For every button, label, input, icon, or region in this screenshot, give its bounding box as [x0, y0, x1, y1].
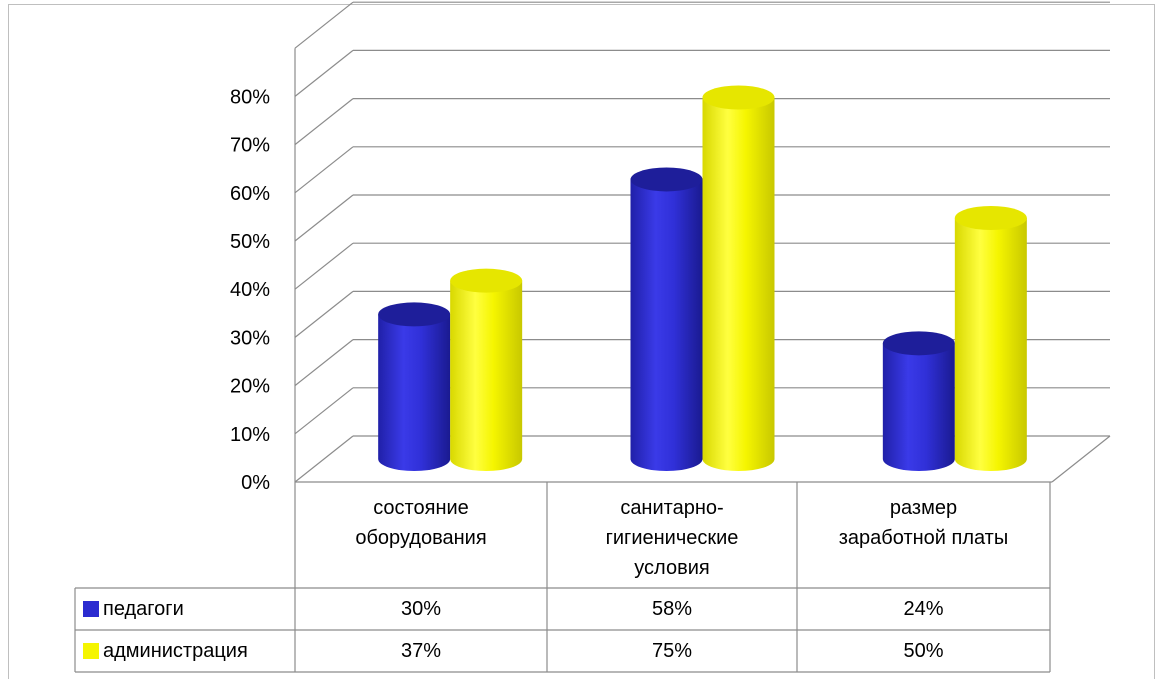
bar-администрация-0 [450, 268, 523, 471]
bar-body [378, 314, 451, 471]
bar-top [954, 206, 1027, 230]
category-label-line: оборудования [355, 527, 487, 549]
chart-border [8, 4, 1155, 679]
gridline-diagonal [294, 1, 354, 49]
legend-entry: администрация [75, 630, 295, 672]
bar-body [450, 280, 523, 471]
gridline-diagonal [294, 387, 354, 435]
bar-педагоги-0 [378, 302, 451, 471]
bar-body [882, 343, 955, 471]
y-tick-label: 80% [230, 86, 270, 108]
bar-body [954, 218, 1027, 471]
category-label: санитарно-гигиенические условия [547, 493, 797, 583]
bar-body [702, 97, 775, 471]
bar-body [630, 179, 703, 471]
category-label-line: гигиенические [605, 527, 739, 549]
floor-right-edge [1051, 435, 1111, 483]
y-tick-label: 40% [230, 279, 270, 301]
gridline-diagonal [294, 98, 354, 146]
data-table-cell: 24% [903, 598, 944, 620]
y-tick-label: 20% [230, 376, 270, 398]
legend-swatch [83, 643, 99, 659]
y-tick-label: 70% [230, 135, 270, 157]
gridline-diagonal [294, 49, 354, 97]
data-table-grid [74, 482, 1051, 673]
data-table-cell: 30% [400, 598, 442, 620]
data-table-cell: 58% [651, 598, 693, 620]
bar-top [378, 302, 451, 327]
category-label-line: состояние [373, 497, 469, 519]
gridline-diagonal [294, 435, 354, 483]
legend-label: педагоги [103, 598, 184, 620]
data-table-cell: 37% [400, 640, 442, 662]
bar-администрация-1 [702, 85, 775, 471]
bar-top [702, 85, 775, 110]
bar-педагоги-1 [630, 167, 703, 471]
y-tick-label: 60% [230, 183, 270, 205]
category-label: состояние оборудования [295, 493, 547, 553]
gridline-diagonal [294, 290, 354, 338]
legend-entry: педагоги [75, 588, 295, 630]
gridline-diagonal [294, 194, 354, 242]
y-tick-label: 0% [241, 472, 270, 494]
y-axis-ticks: 0% 10% 20% 30% 40% 50% 60% 70% 80% [230, 86, 270, 494]
category-label: размер заработной платы [797, 493, 1050, 553]
bar-администрация-2 [954, 206, 1027, 471]
data-table-cell: 75% [651, 640, 693, 662]
gridline-diagonal [294, 242, 354, 290]
data-table-cell: 50% [903, 640, 944, 662]
bar-top [450, 268, 523, 293]
category-label-line: заработной платы [838, 527, 1009, 549]
legend-swatch [83, 601, 99, 617]
y-tick-label: 50% [230, 231, 270, 253]
bar-top [630, 167, 703, 192]
gridline-diagonal [294, 339, 354, 387]
legend-label: администрация [103, 640, 248, 662]
category-label-line: санитарно- [620, 497, 724, 519]
gridline-diagonal [294, 146, 354, 194]
bar-top [882, 331, 955, 356]
category-label-line: размер [889, 497, 958, 519]
y-tick-label: 30% [230, 327, 270, 349]
bar-педагоги-2 [882, 331, 955, 471]
y-tick-label: 10% [230, 424, 270, 446]
bars [378, 85, 1027, 471]
category-label-line: условия [634, 557, 710, 579]
